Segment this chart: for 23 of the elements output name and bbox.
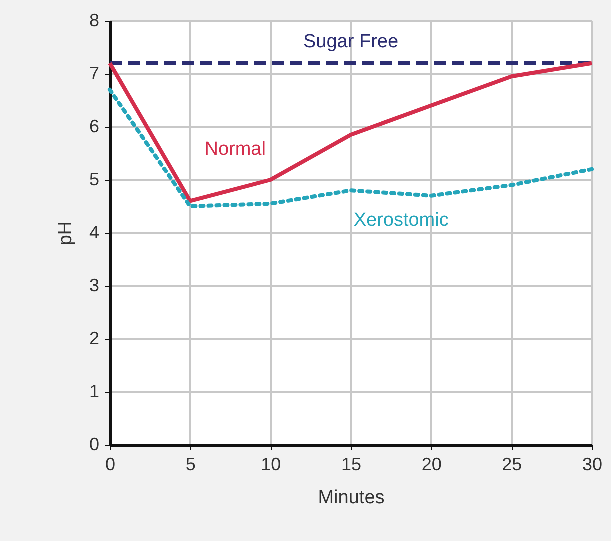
y-tick-label: 1 bbox=[89, 382, 100, 402]
line-series bbox=[108, 61, 594, 204]
line-series bbox=[108, 88, 594, 208]
x-tick-label: 5 bbox=[186, 454, 196, 474]
x-tick-label: 25 bbox=[502, 454, 522, 474]
x-tick-label: 15 bbox=[341, 454, 362, 474]
x-tick-label: 0 bbox=[105, 454, 116, 474]
series-label: Sugar Free bbox=[303, 31, 399, 52]
series-label: Normal bbox=[204, 139, 266, 160]
x-tick-label: 10 bbox=[261, 454, 282, 474]
y-tick-label: 3 bbox=[89, 276, 100, 296]
y-axis-title: pH bbox=[55, 221, 76, 246]
x-tick-label: 20 bbox=[422, 454, 442, 474]
y-tick-label: 4 bbox=[89, 222, 100, 242]
series-label: Xerostomic bbox=[354, 210, 449, 231]
y-tick-label: 8 bbox=[89, 10, 100, 30]
y-tick-label: 0 bbox=[89, 434, 100, 454]
y-tick-label: 2 bbox=[89, 328, 100, 348]
y-tick-label: 6 bbox=[89, 116, 100, 136]
y-tick-label: 5 bbox=[89, 170, 100, 190]
x-tick-label: 30 bbox=[582, 454, 603, 474]
y-tick-label: 7 bbox=[89, 64, 100, 84]
x-axis-title: Minutes bbox=[318, 488, 385, 508]
